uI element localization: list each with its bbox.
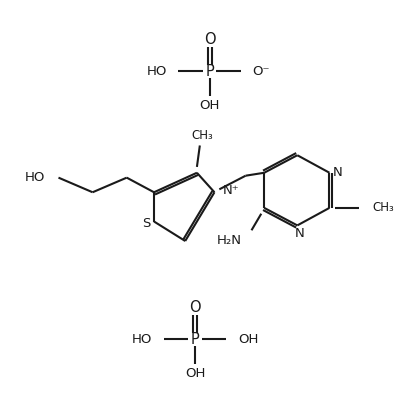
Text: P: P (190, 332, 199, 347)
Text: O: O (189, 300, 201, 315)
Text: OH: OH (238, 333, 258, 346)
Text: O: O (204, 32, 215, 47)
Text: HO: HO (146, 65, 167, 78)
Text: N: N (332, 166, 342, 179)
Text: CH₃: CH₃ (372, 201, 394, 214)
Text: CH₃: CH₃ (191, 129, 213, 142)
Text: HO: HO (25, 171, 45, 184)
Text: H₂N: H₂N (217, 234, 242, 247)
Text: N: N (294, 227, 304, 240)
Text: S: S (142, 217, 150, 230)
Text: N⁺: N⁺ (222, 184, 239, 197)
Text: OH: OH (200, 99, 220, 112)
Text: OH: OH (185, 367, 205, 380)
Text: O⁻: O⁻ (253, 65, 270, 78)
Text: P: P (205, 64, 214, 79)
Text: HO: HO (132, 333, 152, 346)
